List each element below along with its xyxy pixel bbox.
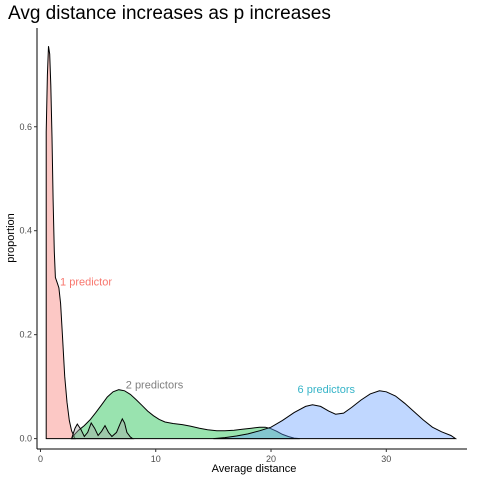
y-tick-label: 0.2: [19, 330, 32, 340]
annotation-label: 6 predictors: [298, 384, 356, 396]
x-axis-title: Average distance: [212, 463, 297, 475]
density-area-3: [213, 390, 458, 440]
chart-title: Avg distance increases as p increases: [8, 3, 331, 24]
y-axis-title: proportion: [5, 213, 17, 263]
x-axis-ticks: 0 10 20 30: [38, 449, 391, 464]
annotation-label: 2 predictors: [126, 380, 184, 392]
density-area-1: [45, 46, 76, 440]
x-tick-label: 0: [38, 454, 43, 464]
x-tick-label: 10: [151, 454, 161, 464]
y-tick-label: 0.6: [19, 122, 32, 132]
annotation-label: 1 predictor: [60, 276, 112, 288]
annotations: 1 predictor 2 predictors 6 predictors: [60, 276, 355, 396]
y-axis-ticks: 0.0 0.2 0.4 0.6: [19, 122, 37, 444]
density-area-4: [70, 417, 135, 440]
x-tick-label: 20: [266, 454, 276, 464]
density-area-2: [70, 389, 300, 440]
y-tick-label: 0.0: [19, 434, 32, 444]
y-tick-label: 0.4: [19, 226, 32, 236]
density-areas: [45, 46, 458, 440]
x-tick-label: 30: [381, 454, 391, 464]
